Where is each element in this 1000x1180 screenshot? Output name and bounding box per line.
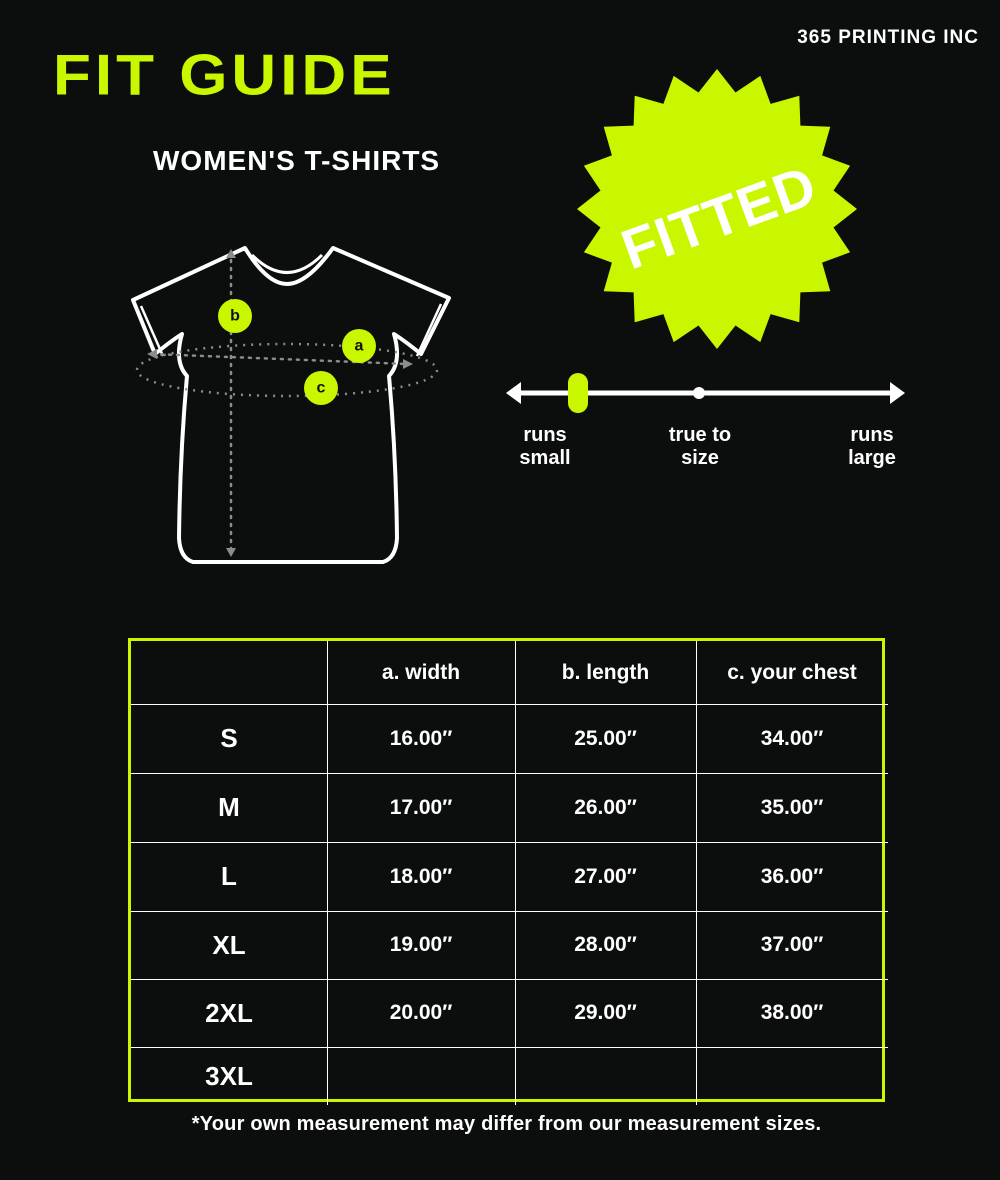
svg-text:c: c bbox=[317, 380, 326, 397]
svg-text:b: b bbox=[230, 308, 240, 325]
svg-text:a: a bbox=[355, 338, 364, 355]
